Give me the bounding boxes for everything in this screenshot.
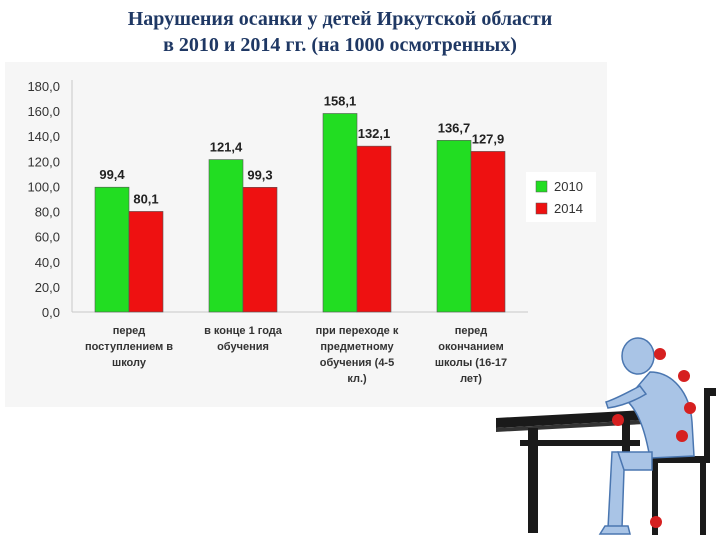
y-tick-label: 140,0 <box>27 129 60 144</box>
warning-marker-icon <box>684 402 696 414</box>
legend-swatch <box>535 180 548 193</box>
legend: 2010 2014 <box>526 172 596 222</box>
legend-swatch <box>535 202 548 215</box>
bars: 99,4 121,4 158,1 136,7 80,1 99,3 132,1 127,9 <box>94 93 506 313</box>
legend-label: 2014 <box>554 201 583 216</box>
bar <box>322 113 358 313</box>
y-tick-label: 0,0 <box>42 305 60 320</box>
data-label: 127,9 <box>472 131 505 146</box>
warning-marker-icon <box>612 414 624 426</box>
warning-marker-icon <box>650 516 662 528</box>
data-label: 121,4 <box>210 140 243 155</box>
bar <box>470 151 506 313</box>
slide-title: Нарушения осанки у детей Иркутской облас… <box>0 6 680 58</box>
data-label: 158,1 <box>324 93 357 108</box>
bar <box>242 187 278 313</box>
data-label: 99,3 <box>247 167 272 182</box>
y-tick-label: 40,0 <box>35 255 60 270</box>
warning-marker-icon <box>654 348 666 360</box>
data-label: 136,7 <box>438 120 471 135</box>
data-label: 80,1 <box>133 191 158 206</box>
x-category-label: перед окончанием школы (16-17 лет) <box>435 325 507 385</box>
bar <box>436 140 472 313</box>
y-tick-label: 180,0 <box>27 79 60 94</box>
posture-warning-markers <box>612 348 696 528</box>
slide-title-line-2: в 2010 и 2014 гг. (на 1000 осмотренных) <box>163 34 517 56</box>
warning-marker-icon <box>676 430 688 442</box>
x-category-label: в конце 1 года обучения <box>204 325 283 353</box>
legend-label: 2010 <box>554 179 583 194</box>
y-tick-label: 80,0 <box>35 205 60 220</box>
slide-title-line-1: Нарушения осанки у детей Иркутской облас… <box>127 8 553 30</box>
desk-icon <box>496 410 645 533</box>
warning-marker-icon <box>678 370 690 382</box>
y-tick-label: 120,0 <box>27 154 60 169</box>
bar <box>94 186 130 313</box>
data-label: 99,4 <box>99 167 125 182</box>
x-axis-labels: перед поступлением в школу в конце 1 года об… <box>85 325 507 385</box>
y-tick-label: 20,0 <box>35 280 60 295</box>
y-tick-label: 100,0 <box>27 179 60 194</box>
data-label: 132,1 <box>358 126 391 141</box>
bar <box>128 211 164 313</box>
y-axis-ticks: 0,0 20,0 40,0 60,0 80,0 100,0 120,0 140,0 160,0 1… <box>27 79 60 320</box>
bar <box>356 145 392 313</box>
y-tick-label: 60,0 <box>35 230 60 245</box>
y-tick-label: 160,0 <box>27 104 60 119</box>
chair-icon <box>648 388 716 535</box>
bar <box>208 159 244 313</box>
x-category-label: при переходе к предметному обучения (4-5 кл… <box>316 325 399 385</box>
x-category-label: перед поступлением в школу <box>85 325 173 369</box>
